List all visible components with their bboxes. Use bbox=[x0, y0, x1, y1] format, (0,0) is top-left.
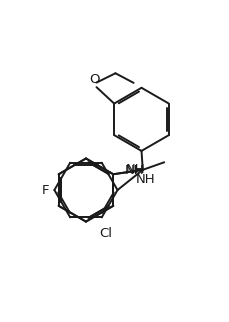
Text: NH: NH bbox=[124, 164, 144, 176]
Text: F: F bbox=[42, 184, 49, 196]
Text: Cl: Cl bbox=[99, 227, 112, 241]
Text: NH: NH bbox=[125, 163, 145, 176]
Text: NH: NH bbox=[135, 174, 155, 186]
Text: O: O bbox=[89, 73, 99, 86]
